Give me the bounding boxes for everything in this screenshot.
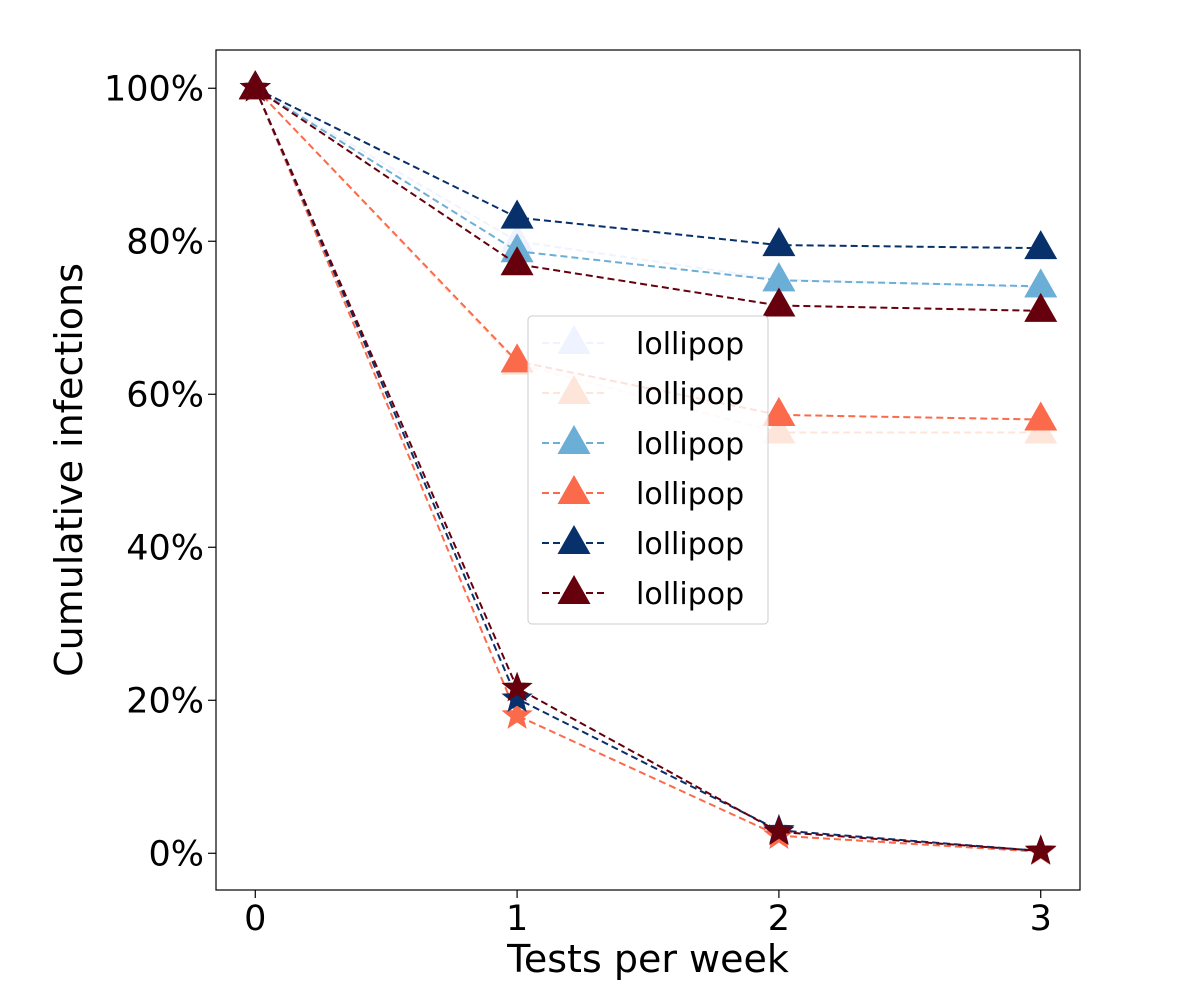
x-tick-label-3: 3 (1030, 899, 1052, 939)
series-9-point-3 (1025, 834, 1057, 865)
y-tick-label-2: 40% (126, 528, 204, 568)
legend-entry-3: lollipop (542, 424, 744, 462)
legend-label-3: lollipop (636, 427, 744, 462)
legend-entry-5: lollipop (542, 524, 744, 562)
series-2-point-2 (762, 414, 796, 444)
legend-marker-4 (557, 474, 591, 505)
legend-label-2: lollipop (636, 377, 744, 412)
y-axis: 0% 20% 40% 60% 80% 100% (104, 69, 216, 874)
series-7-point-1 (501, 699, 533, 729)
series-6-point-2 (762, 287, 796, 317)
y-tick-label-4: 80% (126, 222, 204, 262)
y-tick-label-0: 0% (148, 834, 204, 874)
legend-label-5: lollipop (636, 527, 744, 562)
series-4-point-2 (762, 396, 796, 426)
legend-entry-6: lollipop (542, 574, 744, 612)
plot-frame (215, 49, 1081, 891)
series-5-line (254, 87, 1041, 250)
legend-marker-6 (557, 574, 591, 605)
series-9 (239, 71, 1057, 865)
series-6-point-3 (1024, 292, 1058, 322)
legend: lollipop lollipop lollipop lollipop lollipop… (527, 315, 769, 625)
x-tick-label-0: 0 (244, 899, 266, 939)
y-tick-label-3: 60% (126, 375, 204, 415)
series-9-point-2 (763, 815, 795, 846)
series-5-point-1 (500, 199, 534, 229)
legend-marker-1 (557, 324, 591, 355)
legend-label-6: lollipop (636, 577, 744, 612)
legend-label-4: lollipop (636, 477, 744, 512)
legend-entry-2: lollipop (542, 374, 744, 412)
series-1-line (254, 87, 1041, 289)
y-tick-label-5: 100% (104, 69, 204, 109)
legend-entry-1: lollipop (542, 324, 744, 362)
legend-label-1: lollipop (636, 327, 744, 362)
x-tick-label-1: 1 (506, 899, 528, 939)
legend-marker-5 (557, 524, 591, 555)
series-9-point-1 (501, 671, 533, 702)
y-tick-label-1: 20% (126, 681, 204, 721)
legend-marker-3 (557, 424, 591, 455)
x-axis: 0 1 2 3 (244, 890, 1052, 939)
x-axis-label: Tests per week (506, 937, 789, 981)
y-axis-label: Cumulative infections (47, 263, 91, 677)
series-6-point-1 (500, 246, 534, 276)
series-4-point-3 (1024, 401, 1058, 431)
series-5-point-2 (762, 227, 796, 257)
legend-marker-2 (557, 374, 591, 405)
series-9-line (254, 87, 1041, 852)
series-3-line (254, 87, 1041, 288)
legend-entry-4: lollipop (542, 474, 744, 512)
series-4-point-1 (500, 343, 534, 373)
series-9-point-0 (239, 71, 271, 102)
series-6-line (254, 87, 1041, 312)
series-8-line (254, 87, 1041, 852)
x-tick-label-2: 2 (768, 899, 790, 939)
series-5-point-3 (1024, 230, 1058, 260)
